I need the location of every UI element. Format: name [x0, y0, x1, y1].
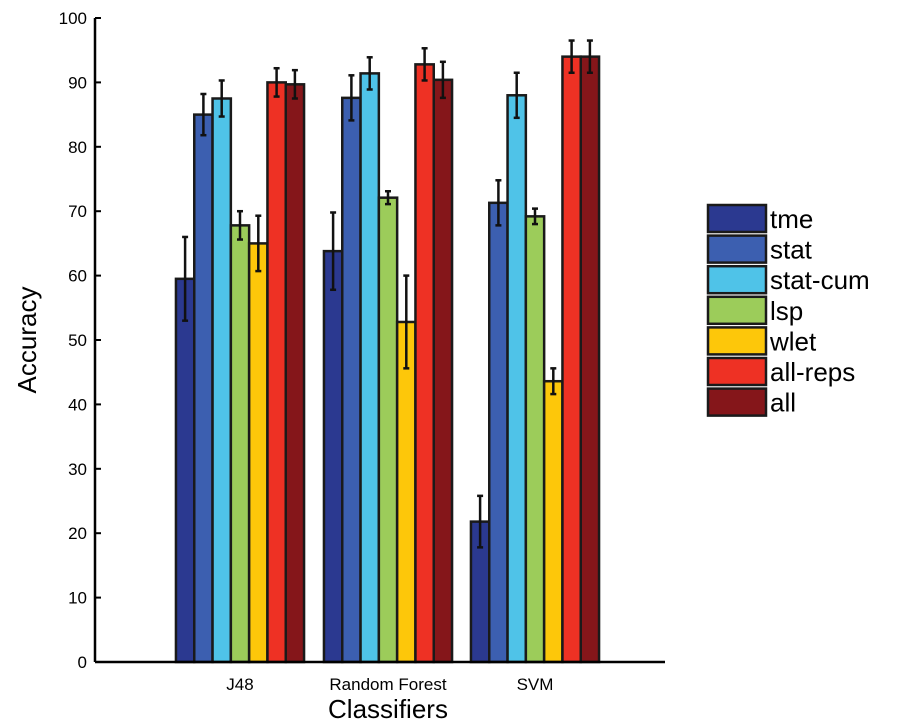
- y-tick-label: 50: [68, 331, 87, 350]
- legend-item-stat: stat: [708, 235, 813, 265]
- x-axis-title: Classifiers: [328, 694, 448, 723]
- bar-tme-j48: [176, 279, 194, 662]
- bar-wlet-random-forest: [397, 322, 415, 662]
- legend-label: stat: [770, 235, 813, 265]
- x-axis-categories: J48 Random Forest SVM: [226, 675, 553, 694]
- legend-label: stat-cum: [770, 265, 870, 295]
- y-tick-label: 0: [78, 653, 87, 672]
- legend-swatch: [708, 327, 766, 354]
- bar-all-reps-svm: [562, 57, 580, 662]
- legend-swatch: [708, 297, 766, 324]
- bar-all-reps-random-forest: [415, 64, 433, 662]
- y-tick-label: 80: [68, 138, 87, 157]
- y-tick-label: 90: [68, 73, 87, 92]
- bar-all-j48: [286, 84, 304, 662]
- bar-all-reps-j48: [267, 82, 285, 662]
- bar-wlet-svm: [544, 381, 562, 662]
- bar-lsp-random-forest: [379, 198, 397, 662]
- x-category-label: Random Forest: [329, 675, 446, 694]
- y-tick-label: 100: [59, 9, 87, 28]
- legend: tmestatstat-cumlspwletall-repsall: [708, 204, 870, 418]
- legend-swatch: [708, 358, 766, 385]
- y-tick-label: 30: [68, 460, 87, 479]
- legend-label: all-reps: [770, 357, 855, 387]
- y-tick-label: 10: [68, 589, 87, 608]
- bar-stat-cum-random-forest: [361, 73, 379, 662]
- y-axis-title: Accuracy: [12, 287, 42, 394]
- bar-stat-cum-svm: [508, 95, 526, 662]
- legend-label: all: [770, 388, 796, 418]
- bar-lsp-j48: [231, 225, 249, 662]
- bar-tme-random-forest: [324, 251, 342, 662]
- y-tick-label: 40: [68, 395, 87, 414]
- bar-all-random-forest: [434, 80, 452, 662]
- legend-item-lsp: lsp: [708, 296, 803, 326]
- legend-label: tme: [770, 204, 813, 234]
- legend-item-all: all: [708, 388, 796, 418]
- legend-label: lsp: [770, 296, 803, 326]
- legend-item-stat-cum: stat-cum: [708, 265, 870, 295]
- bars-layer: [176, 57, 599, 662]
- bar-stat-cum-j48: [213, 99, 231, 663]
- x-category-label: SVM: [517, 675, 554, 694]
- legend-swatch: [708, 266, 766, 293]
- y-tick-label: 60: [68, 267, 87, 286]
- bar-stat-svm: [489, 203, 507, 662]
- bar-lsp-svm: [526, 216, 544, 662]
- legend-item-wlet: wlet: [708, 326, 817, 356]
- bar-stat-j48: [194, 115, 212, 662]
- legend-swatch: [708, 389, 766, 416]
- y-tick-label: 20: [68, 524, 87, 543]
- legend-swatch: [708, 205, 766, 232]
- legend-item-tme: tme: [708, 204, 813, 234]
- x-category-label: J48: [226, 675, 253, 694]
- bar-wlet-j48: [249, 243, 267, 662]
- legend-label: wlet: [769, 326, 817, 356]
- legend-swatch: [708, 236, 766, 263]
- bar-stat-random-forest: [342, 98, 360, 662]
- bar-all-svm: [581, 57, 599, 662]
- legend-item-all-reps: all-reps: [708, 357, 855, 387]
- y-tick-label: 70: [68, 202, 87, 221]
